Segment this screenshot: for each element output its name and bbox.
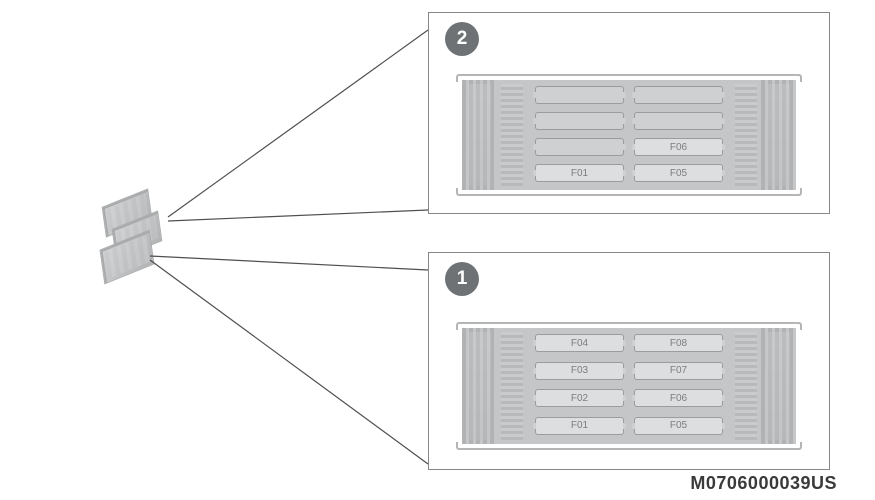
callout-label: 2 [457,28,468,50]
edge-band-right [761,80,796,190]
fuse-slot: F01 [535,417,624,435]
fuse-slot: F06 [634,389,723,407]
fuse-slot-blank [535,138,624,156]
fuse-slot-blank [535,112,624,130]
fuse-grid: F06 F01 F05 [527,80,731,190]
fuse-slot-blank [634,112,723,130]
fuse-slot-blank [634,86,723,104]
mid-band [735,332,757,440]
edge-band-left [462,328,497,444]
source-module-icon [102,198,170,278]
fuse-card-panel-1: F04 F08 F03 F07 F02 F06 F01 F05 [456,324,802,448]
fuse-slot: F07 [634,362,723,380]
fuse-card-panel-2: F06 F01 F05 [456,76,802,194]
fuse-slot: F08 [634,334,723,352]
card-body: F04 F08 F03 F07 F02 F06 F01 F05 [462,328,796,444]
fuse-grid: F04 F08 F03 F07 F02 F06 F01 F05 [527,328,731,444]
fuse-slot: F06 [634,138,723,156]
callout-badge-2: 2 [445,22,479,56]
mid-band [501,84,523,186]
callout-label: 1 [457,268,468,290]
source-tile [100,230,155,285]
mid-band [735,84,757,186]
callout-badge-1: 1 [445,262,479,296]
fuse-slot: F03 [535,362,624,380]
edge-band-left [462,80,497,190]
card-body: F06 F01 F05 [462,80,796,190]
edge-band-right [761,328,796,444]
fuse-slot: F05 [634,164,723,182]
fuse-slot-blank [535,86,624,104]
fuse-slot: F04 [535,334,624,352]
mid-band [501,332,523,440]
fuse-slot: F02 [535,389,624,407]
fuse-slot: F01 [535,164,624,182]
fuse-slot: F05 [634,417,723,435]
figure-code: M0706000039US [690,473,837,494]
